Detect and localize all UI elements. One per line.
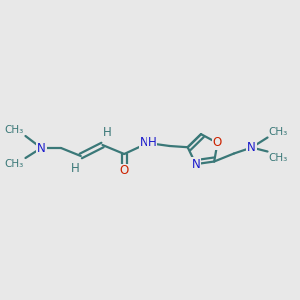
Text: O: O — [213, 136, 222, 149]
Text: H: H — [70, 161, 79, 175]
Text: CH₃: CH₃ — [268, 127, 288, 136]
Text: N: N — [37, 142, 46, 154]
Text: H: H — [148, 136, 156, 149]
Text: CH₃: CH₃ — [4, 125, 23, 135]
Text: CH₃: CH₃ — [4, 159, 23, 169]
Text: H: H — [144, 136, 152, 149]
Text: N: N — [191, 158, 200, 171]
Text: N: N — [248, 141, 256, 154]
Text: H: H — [103, 127, 112, 140]
Text: O: O — [120, 164, 129, 178]
Text: CH₃: CH₃ — [268, 152, 288, 163]
Text: N: N — [140, 136, 148, 149]
